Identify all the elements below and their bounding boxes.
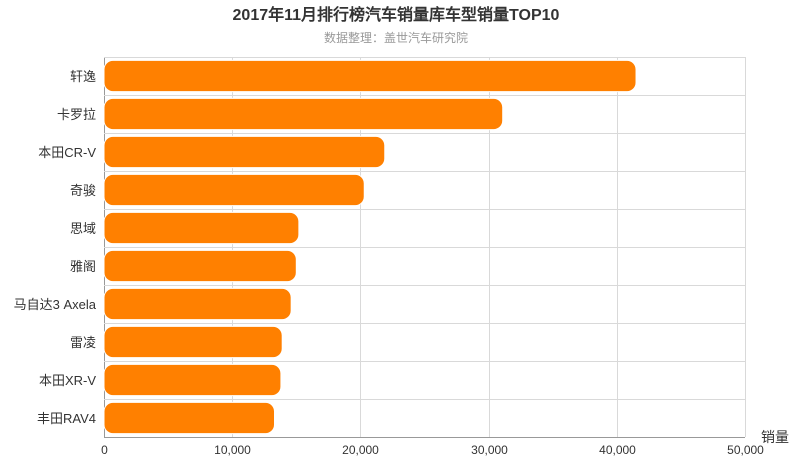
category-label: 轩逸 — [70, 69, 96, 84]
bar — [103, 325, 283, 359]
category-label: 卡罗拉 — [57, 107, 96, 122]
bar — [103, 249, 297, 283]
category-label: 雷凌 — [70, 335, 96, 350]
bar — [103, 287, 292, 321]
x-tick-label: 20,000 — [342, 443, 379, 457]
x-tick-label: 40,000 — [599, 443, 636, 457]
category-label: 奇骏 — [70, 183, 96, 198]
category-label: 思域 — [70, 221, 96, 236]
category-label: 本田CR-V — [38, 145, 96, 160]
bar — [103, 211, 300, 245]
grid-lines — [104, 57, 746, 438]
x-axis-label: 销量 — [761, 429, 789, 445]
category-label: 马自达3 Axela — [14, 297, 97, 312]
bar — [103, 59, 637, 93]
category-label: 雅阁 — [70, 259, 96, 274]
bar — [103, 173, 365, 207]
category-label: 本田XR-V — [39, 373, 96, 388]
x-tick-label: 50,000 — [727, 443, 764, 457]
chart-subtitle: 数据整理：盖世汽车研究院 — [324, 30, 468, 45]
x-tick-label: 30,000 — [471, 443, 508, 457]
bar — [103, 97, 504, 131]
bar — [103, 363, 282, 397]
bar — [103, 401, 276, 435]
bars — [103, 59, 637, 435]
x-tick-label: 0 — [101, 443, 108, 457]
chart-title: 2017年11月排行榜汽车销量库车型销量TOP10 — [233, 5, 560, 24]
category-label: 丰田RAV4 — [37, 411, 96, 426]
x-tick-labels: 0 10,000 20,000 30,000 40,000 50,000 — [101, 443, 764, 457]
bar — [103, 135, 386, 169]
x-tick-label: 10,000 — [214, 443, 251, 457]
